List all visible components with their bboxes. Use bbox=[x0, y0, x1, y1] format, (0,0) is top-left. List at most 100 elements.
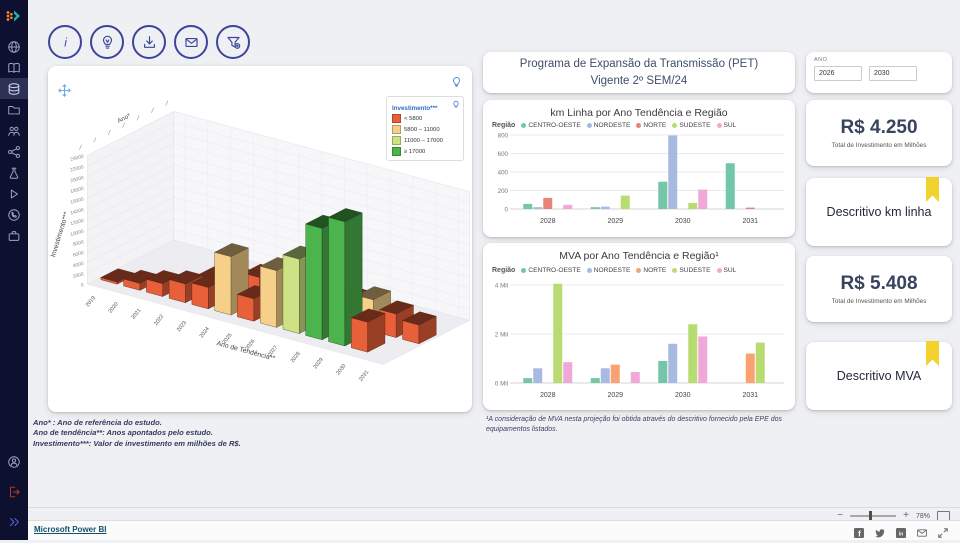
bar-nordeste-2030[interactable] bbox=[668, 135, 678, 209]
legend-item-centro-oeste[interactable]: CENTRO-OESTE bbox=[521, 267, 581, 274]
x-tick-label: 2028 bbox=[290, 351, 302, 364]
bar-sul-2028[interactable] bbox=[563, 362, 573, 383]
bar-centro-oeste-2028[interactable] bbox=[523, 203, 533, 209]
bar-sul-2030[interactable] bbox=[698, 189, 708, 209]
sidebar-item-share[interactable] bbox=[0, 141, 28, 162]
year-filter-input[interactable]: 2030 bbox=[869, 66, 917, 81]
y-tick-label: 4 Mil bbox=[495, 282, 508, 289]
zoom-in-button[interactable]: + bbox=[903, 510, 909, 521]
legend-caption: Região bbox=[492, 122, 516, 129]
linkedin-icon[interactable]: in bbox=[896, 525, 906, 543]
legend-swatch bbox=[392, 147, 401, 156]
bar-centro-oeste-2028[interactable] bbox=[523, 378, 533, 383]
tooltip-bulb-icon[interactable] bbox=[451, 75, 462, 89]
move-chart-icon[interactable] bbox=[58, 84, 71, 97]
bar-sul-2029[interactable] bbox=[630, 371, 640, 383]
bar-nordeste-2028[interactable] bbox=[533, 368, 543, 383]
bar-nordeste-2030[interactable] bbox=[668, 343, 678, 383]
legend-item[interactable]: 5800 – 11000 bbox=[392, 125, 458, 134]
x-category-label: 2029 bbox=[607, 392, 623, 399]
x-category-label: 2031 bbox=[742, 218, 758, 225]
legend-bulb-icon[interactable] bbox=[452, 99, 460, 110]
bar-centro-oeste-2029[interactable] bbox=[590, 378, 600, 383]
sidebar-item-account[interactable] bbox=[0, 451, 28, 472]
year-filter-input[interactable]: 2026 bbox=[814, 66, 862, 81]
x-tick-label: 2019 bbox=[85, 295, 97, 308]
descritivo-km-label: Descritivo km linha bbox=[826, 205, 932, 219]
sidebar-item-play[interactable] bbox=[0, 183, 28, 204]
briefcase-icon bbox=[8, 230, 20, 241]
bar-norte-2028[interactable] bbox=[543, 197, 553, 209]
toolbar-filter-settings-button[interactable] bbox=[216, 25, 250, 59]
legend-item-sul[interactable]: SUL bbox=[716, 122, 736, 129]
legend-item-norte[interactable]: NORTE bbox=[636, 122, 666, 129]
y-tick-label: 2 Mil bbox=[495, 331, 508, 338]
sidebar-item-database[interactable] bbox=[0, 78, 28, 99]
bar-centro-oeste-2030[interactable] bbox=[658, 181, 668, 209]
legend-item-nordeste[interactable]: NORDESTE bbox=[586, 267, 630, 274]
globe-icon bbox=[8, 40, 20, 53]
bar-nordeste-2029[interactable] bbox=[600, 368, 610, 383]
sidebar-item-whatsapp[interactable] bbox=[0, 204, 28, 225]
bar-centro-oeste-2031[interactable] bbox=[725, 163, 735, 209]
legend-item-norte[interactable]: NORTE bbox=[636, 267, 666, 274]
mail-icon[interactable] bbox=[917, 525, 927, 543]
bar-nordeste-2029[interactable] bbox=[600, 206, 610, 209]
folder-icon bbox=[8, 105, 20, 114]
sidebar-item-users[interactable] bbox=[0, 120, 28, 141]
bar-norte-2031[interactable] bbox=[745, 207, 755, 209]
descritivo-km-linha-button[interactable]: Descritivo km linha bbox=[806, 177, 952, 246]
bar-norte-2031[interactable] bbox=[745, 353, 755, 383]
descritivo-mva-button[interactable]: Descritivo MVA bbox=[806, 341, 952, 410]
bar-3d-front-row-2030[interactable] bbox=[350, 308, 386, 353]
legend-item-nordeste[interactable]: NORDESTE bbox=[586, 122, 630, 129]
zoom-out-button[interactable]: − bbox=[837, 510, 844, 521]
bar-3d-front-row-2029[interactable] bbox=[327, 208, 363, 347]
x-tick-label: 2020 bbox=[108, 301, 120, 314]
sidebar-item-expand[interactable] bbox=[0, 511, 28, 532]
fullscreen-icon[interactable] bbox=[938, 525, 948, 543]
y-tick-label: 12000 bbox=[70, 218, 85, 227]
bar-centro-oeste-2029[interactable] bbox=[590, 207, 600, 209]
sidebar-item-globe[interactable] bbox=[0, 36, 28, 57]
legend-name: SUL bbox=[723, 267, 737, 274]
toolbar-download-button[interactable] bbox=[132, 25, 166, 59]
bar-3d-front-row-2021[interactable] bbox=[145, 270, 181, 297]
bar-sul-2028[interactable] bbox=[563, 204, 573, 209]
twitter-icon[interactable] bbox=[875, 525, 885, 543]
bar-sudeste-2031[interactable] bbox=[755, 342, 765, 383]
bar-nordeste-2028[interactable] bbox=[533, 207, 543, 209]
x-category-label: 2029 bbox=[607, 218, 623, 225]
legend-item-centro-oeste[interactable]: CENTRO-OESTE bbox=[521, 122, 581, 129]
sidebar-item-briefcase[interactable] bbox=[0, 225, 28, 246]
bar-3d-back-row-2031[interactable] bbox=[402, 311, 437, 345]
legend-item[interactable]: ≥ 17000 bbox=[392, 147, 458, 156]
facebook-icon[interactable]: f bbox=[854, 525, 864, 543]
toolbar-idea-button[interactable] bbox=[90, 25, 124, 59]
bar-sudeste-2029[interactable] bbox=[620, 195, 630, 209]
zoom-slider[interactable] bbox=[850, 511, 897, 521]
bar-sudeste-2030[interactable] bbox=[688, 324, 698, 383]
sidebar-item-library[interactable] bbox=[0, 57, 28, 78]
legend-item[interactable]: 11000 – 17000 bbox=[392, 136, 458, 145]
bar-sudeste-2030[interactable] bbox=[688, 202, 698, 209]
toolbar-info-button[interactable]: i bbox=[48, 25, 82, 59]
x-tick-label: 2023 bbox=[176, 320, 188, 333]
bar-centro-oeste-2030[interactable] bbox=[658, 360, 668, 383]
legend-name: SUDESTE bbox=[679, 267, 711, 274]
bar-sudeste-2028[interactable] bbox=[553, 283, 563, 383]
legend-item-sul[interactable]: SUL bbox=[716, 267, 737, 274]
sidebar-item-flask[interactable] bbox=[0, 162, 28, 183]
powerbi-brand-link[interactable]: Microsoft Power BI bbox=[34, 525, 107, 534]
legend-item-sudeste[interactable]: SUDESTE bbox=[672, 267, 711, 274]
legend-item[interactable]: < 5800 bbox=[392, 114, 458, 123]
bar-norte-2029[interactable] bbox=[610, 364, 620, 383]
bar-sul-2030[interactable] bbox=[698, 336, 708, 383]
toolbar-mail-button[interactable] bbox=[174, 25, 208, 59]
legend-dot bbox=[586, 123, 592, 128]
sidebar-item-logout[interactable] bbox=[0, 481, 28, 502]
legend-item-sudeste[interactable]: SUDESTE bbox=[672, 122, 711, 129]
sidebar-item-folder[interactable] bbox=[0, 99, 28, 120]
zoom-slider-handle[interactable] bbox=[869, 511, 873, 521]
